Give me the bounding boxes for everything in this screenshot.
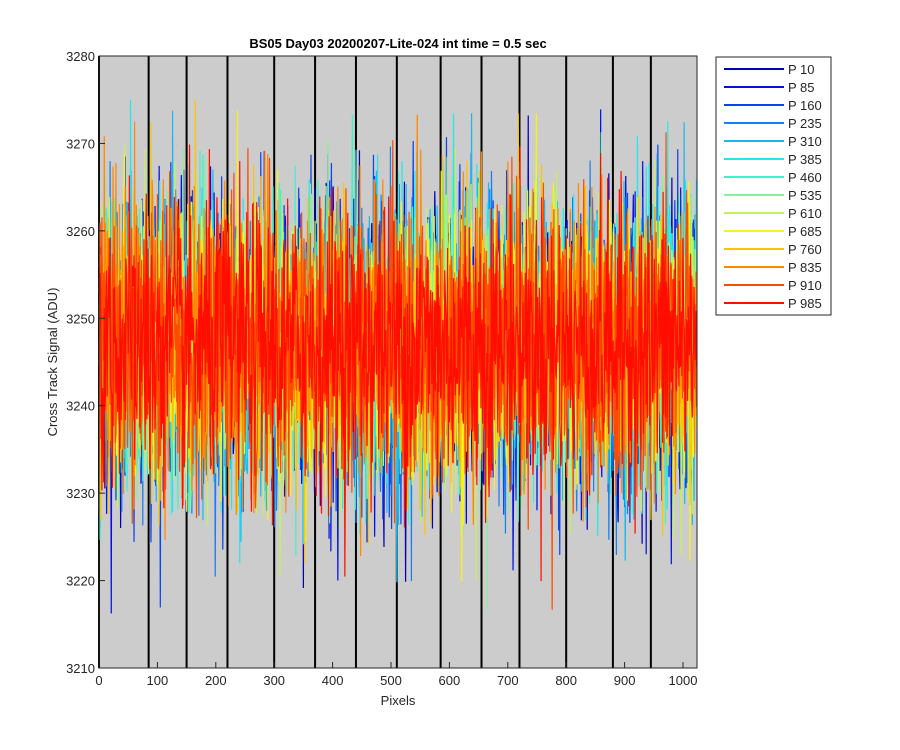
y-tick-label: 3220 xyxy=(66,574,95,589)
series-line-p985 xyxy=(98,144,698,582)
legend-label: P 85 xyxy=(788,80,815,95)
x-tick-label: 600 xyxy=(439,673,461,688)
y-tick-label: 3210 xyxy=(66,661,95,676)
x-tick-label: 300 xyxy=(263,673,285,688)
legend-label: P 835 xyxy=(788,260,822,275)
x-tick-label: 400 xyxy=(322,673,344,688)
x-tick-label: 0 xyxy=(95,673,102,688)
legend-box xyxy=(715,56,832,316)
legend-label: P 985 xyxy=(788,296,822,311)
legend-label: P 685 xyxy=(788,224,822,239)
y-tick-label: 3270 xyxy=(66,136,95,151)
y-tick-label: 3240 xyxy=(66,399,95,414)
y-tick-label: 3260 xyxy=(66,224,95,239)
legend-label: P 610 xyxy=(788,206,822,221)
plot-frame xyxy=(98,55,698,669)
legend-label: P 385 xyxy=(788,152,822,167)
x-tick-label: 1000 xyxy=(669,673,698,688)
legend-label: P 310 xyxy=(788,134,822,149)
y-tick-label: 3250 xyxy=(66,311,95,326)
legend-label: P 760 xyxy=(788,242,822,257)
y-axis: 3210 3220 3230 3240 3250 3260 3270 3280 xyxy=(66,49,105,676)
x-axis: 0 100 200 300 400 500 600 700 800 900 1000 xyxy=(95,662,697,688)
x-tick-label: 500 xyxy=(380,673,402,688)
legend-label: P 535 xyxy=(788,188,822,203)
x-tick-label: 100 xyxy=(147,673,169,688)
x-tick-label: 200 xyxy=(205,673,227,688)
legend-label: P 460 xyxy=(788,170,822,185)
legend: P 10 P 85 P 160 P 235 P 310 P 385 P 460 P 535 P … xyxy=(715,56,832,316)
legend-label: P 910 xyxy=(788,278,822,293)
x-axis-label: Pixels xyxy=(381,693,416,708)
legend-label: P 160 xyxy=(788,98,822,113)
y-tick-label: 3230 xyxy=(66,486,95,501)
x-tick-label: 800 xyxy=(555,673,577,688)
y-tick-label: 3280 xyxy=(66,49,95,64)
x-tick-label: 700 xyxy=(497,673,519,688)
legend-label: P 10 xyxy=(788,62,815,77)
legend-label: P 235 xyxy=(788,116,822,131)
chart-title: BS05 Day03 20200207-Lite-024 int time = … xyxy=(249,36,546,51)
x-tick-label: 900 xyxy=(614,673,636,688)
series-lines xyxy=(98,99,698,614)
y-axis-label: Cross Track Signal (ADU) xyxy=(45,288,60,437)
